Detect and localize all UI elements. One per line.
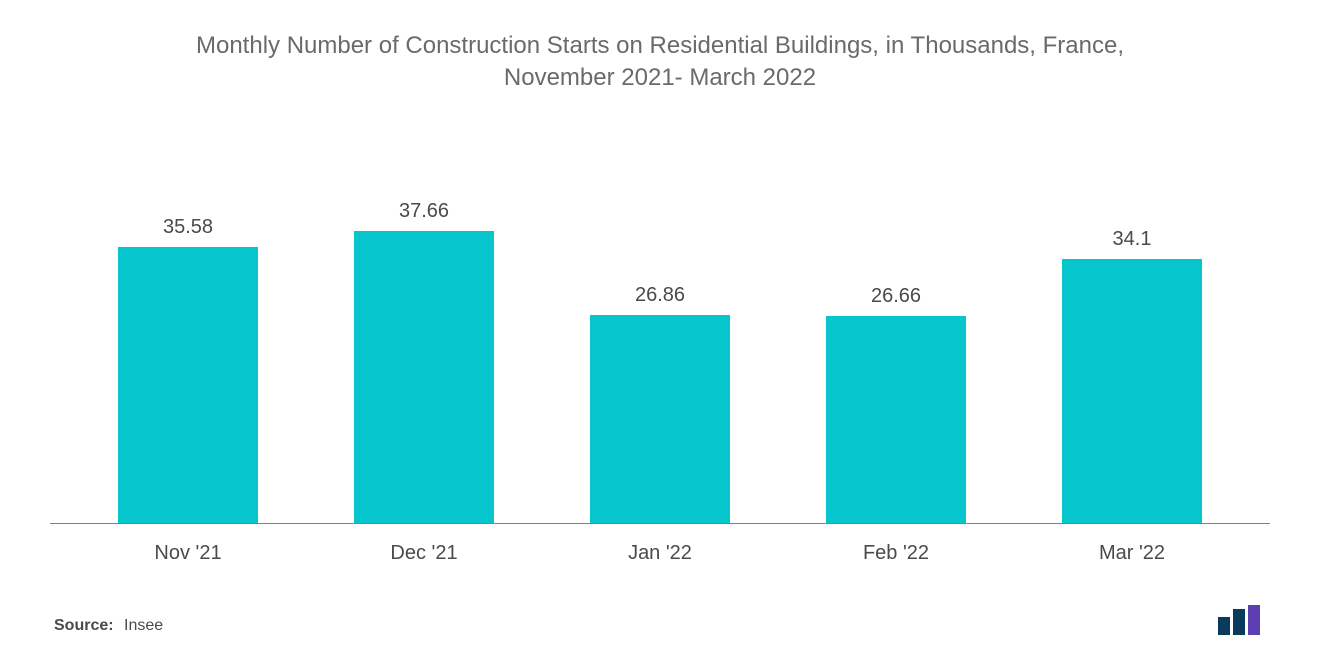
x-axis: Nov '21 Dec '21 Jan '22 Feb '22 Mar '22 <box>50 532 1270 565</box>
x-axis-label: Dec '21 <box>334 542 514 565</box>
source-attribution: Source: Insee <box>54 617 163 635</box>
bar <box>354 231 494 523</box>
x-axis-label: Nov '21 <box>98 542 278 565</box>
bar-value-label: 35.58 <box>163 216 213 239</box>
source-value: Insee <box>124 617 163 634</box>
bar-value-label: 26.66 <box>871 285 921 308</box>
bar <box>590 315 730 523</box>
bar-value-label: 26.86 <box>635 284 685 307</box>
x-axis-label: Mar '22 <box>1042 542 1222 565</box>
logo-bar-2 <box>1233 609 1245 635</box>
logo-bar-3 <box>1248 605 1260 635</box>
bar-value-label: 34.1 <box>1113 228 1152 251</box>
x-axis-label: Feb '22 <box>806 542 986 565</box>
chart-footer: Source: Insee <box>50 605 1270 635</box>
bar-group: 34.1 <box>1042 228 1222 523</box>
plot-area: 35.58 37.66 26.86 26.66 34.1 <box>50 115 1270 524</box>
bar <box>118 247 258 523</box>
brand-logo-icon <box>1218 605 1266 635</box>
bar-group: 35.58 <box>98 216 278 523</box>
x-axis-label: Jan '22 <box>570 542 750 565</box>
chart-title: Monthly Number of Construction Starts on… <box>160 30 1160 95</box>
bar-group: 26.66 <box>806 285 986 523</box>
bar-value-label: 37.66 <box>399 200 449 223</box>
bar <box>826 316 966 523</box>
bar <box>1062 259 1202 523</box>
chart-container: Monthly Number of Construction Starts on… <box>0 0 1320 665</box>
logo-bar-1 <box>1218 617 1230 635</box>
bar-group: 37.66 <box>334 200 514 523</box>
source-label: Source: <box>54 617 114 634</box>
bar-group: 26.86 <box>570 284 750 523</box>
